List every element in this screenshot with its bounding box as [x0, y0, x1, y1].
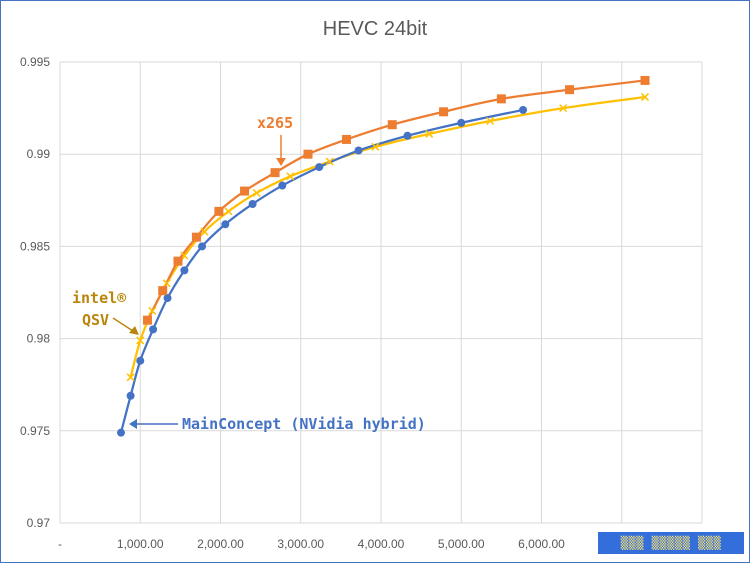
data-point-square: [387, 120, 397, 130]
y-tick-label: 0.975: [20, 424, 50, 438]
data-point-circle: [198, 242, 207, 251]
x-tick-label: -: [58, 537, 62, 551]
y-axis-tick-labels: 0.97 0.975 0.98 0.985 0.99 0.995: [20, 55, 50, 530]
data-point-x: [425, 129, 434, 138]
data-point-square: [303, 149, 313, 159]
y-tick-label: 0.995: [20, 55, 50, 69]
mainconcept-arrowhead: [129, 419, 137, 429]
data-point-square: [214, 206, 224, 216]
chart-title: HEVC 24bit: [323, 18, 428, 40]
x-tick-label: 5,000.00: [438, 537, 485, 551]
y-tick-label: 0.99: [27, 147, 51, 161]
x265-annotation: x265: [257, 114, 293, 132]
y-tick-label: 0.97: [27, 516, 51, 530]
data-point-circle: [126, 391, 135, 400]
data-point-x: [136, 336, 145, 345]
series-line-2: [129, 95, 646, 378]
data-point-square: [158, 286, 168, 296]
data-point-circle: [248, 199, 257, 208]
data-point-x: [224, 207, 233, 216]
data-point-circle: [457, 118, 466, 127]
watermark: ▒▒▒ ▒▒▒▒▒ ▒▒▒: [598, 532, 744, 554]
data-point-circle: [163, 294, 172, 303]
data-point-x: [126, 373, 135, 382]
data-point-square: [565, 85, 575, 95]
series-lines: [119, 79, 646, 433]
gridlines: [59, 61, 703, 524]
y-tick-label: 0.985: [20, 239, 50, 253]
data-point-circle: [221, 220, 230, 229]
data-point-x: [286, 172, 295, 181]
data-point-circle: [354, 146, 363, 155]
data-point-square: [142, 315, 152, 325]
annotations: x265 intel® QSV MainConcept (NVidia hybr…: [72, 114, 426, 433]
data-point-circle: [403, 131, 412, 140]
x-tick-label: 3,000.00: [277, 537, 324, 551]
intel-qsv-arrow: [112, 317, 134, 332]
data-point-x: [371, 142, 380, 151]
data-point-square: [240, 186, 250, 196]
mainconcept-annotation: MainConcept (NVidia hybrid): [182, 415, 426, 433]
data-point-circle: [180, 266, 189, 275]
data-point-x: [325, 157, 334, 166]
data-point-circle: [136, 356, 145, 365]
data-point-square: [439, 107, 449, 117]
intel-qsv-arrowhead: [129, 326, 139, 335]
x-tick-label: 4,000.00: [358, 537, 405, 551]
data-point-x: [640, 93, 650, 102]
data-point-square: [173, 256, 183, 266]
data-point-square: [341, 134, 351, 144]
y-tick-label: 0.98: [27, 332, 51, 346]
x265-arrowhead: [276, 158, 286, 166]
data-point-circle: [519, 105, 528, 114]
data-point-circle: [116, 428, 125, 437]
data-point-circle: [278, 181, 287, 190]
data-point-circle: [149, 325, 158, 334]
data-point-square: [191, 232, 201, 242]
data-point-square: [496, 94, 506, 104]
data-point-x: [148, 306, 157, 315]
data-point-x: [162, 279, 171, 288]
data-point-x: [559, 104, 568, 113]
data-point-square: [270, 168, 280, 178]
x-tick-label: 6,000.00: [518, 537, 565, 551]
intel-qsv-annotation-line2: QSV: [82, 311, 109, 329]
data-point-x: [486, 116, 495, 126]
data-point-x: [200, 227, 209, 236]
series-markers: [116, 75, 650, 437]
intel-qsv-annotation-line1: intel®: [72, 289, 127, 307]
data-point-x: [252, 188, 261, 197]
x-tick-label: 2,000.00: [197, 537, 244, 551]
x-tick-label: 1,000.00: [117, 537, 164, 551]
x-axis-tick-labels: - 1,000.00 2,000.00 3,000.00 4,000.00 5,000.0…: [58, 537, 565, 551]
data-point-square: [640, 75, 650, 85]
series-line-1: [146, 79, 646, 321]
data-point-circle: [315, 163, 324, 172]
